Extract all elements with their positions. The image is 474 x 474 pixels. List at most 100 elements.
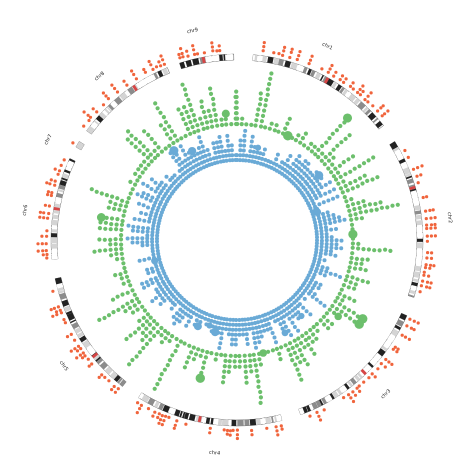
inner-point	[155, 243, 160, 247]
middle-point	[123, 269, 128, 275]
outer-point	[235, 428, 239, 432]
middle-point	[302, 143, 307, 148]
middle-point	[205, 125, 210, 130]
outer-point	[277, 52, 281, 56]
inner-point	[324, 232, 329, 236]
middle-point	[199, 104, 204, 110]
cytoband	[148, 74, 155, 82]
middle-point	[208, 91, 214, 96]
cytoband	[162, 404, 171, 413]
middle-point	[137, 318, 142, 323]
cytoband	[339, 86, 345, 94]
outer-point	[191, 44, 195, 48]
cytoband	[416, 242, 423, 249]
outer-point	[45, 234, 49, 238]
middle-point	[330, 131, 335, 136]
middle-point	[345, 188, 350, 193]
cytoband	[414, 265, 422, 272]
inner-point	[181, 148, 185, 153]
inner-point	[158, 260, 163, 265]
inner-point	[257, 156, 261, 160]
inner-point	[230, 337, 235, 342]
cytoband	[306, 68, 312, 76]
cytoband	[63, 305, 72, 313]
middle-point	[350, 236, 356, 241]
middle-point	[287, 341, 293, 346]
outer-point	[351, 87, 355, 91]
outer-point	[53, 179, 57, 183]
cytoband	[277, 58, 285, 66]
inner-point	[237, 322, 242, 327]
outer-point	[185, 49, 189, 53]
middle-point	[159, 149, 164, 154]
cytoband	[262, 55, 267, 63]
middle-point	[259, 119, 264, 124]
outer-point	[56, 172, 60, 176]
middle-point	[190, 124, 195, 130]
inner-point	[319, 235, 324, 240]
cytoband	[107, 104, 115, 111]
middle-point	[320, 143, 325, 149]
inner-point	[214, 140, 219, 145]
middle-point	[155, 322, 160, 327]
cytoband	[56, 282, 64, 289]
inner-point	[281, 329, 289, 337]
inner-point	[141, 191, 146, 196]
outer-point	[36, 249, 40, 253]
inner-point	[173, 179, 178, 184]
middle-point	[153, 101, 158, 106]
inner-point	[146, 193, 151, 197]
inner-point	[147, 256, 152, 261]
middle-point	[327, 136, 332, 141]
inner-point	[238, 138, 243, 143]
inner-point	[209, 329, 214, 334]
inner-point	[268, 316, 273, 320]
inner-point	[334, 227, 338, 231]
cytoband	[157, 70, 164, 78]
inner-point	[207, 313, 212, 318]
outer-point	[91, 107, 95, 111]
cytoband	[58, 184, 66, 191]
inner-point	[319, 248, 324, 253]
inner-point	[260, 324, 265, 328]
outer-point	[424, 217, 428, 221]
inner-point	[151, 269, 155, 274]
outer-point	[396, 347, 400, 351]
middle-point	[306, 146, 311, 151]
cytoband	[54, 196, 62, 203]
middle-point	[208, 113, 213, 119]
middle-point	[352, 266, 358, 271]
inner-point	[243, 158, 248, 163]
outer-point	[211, 49, 215, 53]
middle-point	[161, 115, 166, 120]
middle-point	[342, 294, 347, 299]
middle-point	[159, 340, 164, 345]
cytoband	[345, 91, 351, 98]
middle-point	[340, 298, 345, 303]
middle-point	[352, 207, 357, 212]
outer-point	[395, 350, 399, 354]
cytoband	[275, 414, 282, 422]
outer-point	[71, 141, 75, 145]
inner-point	[140, 236, 145, 241]
middle-point	[347, 296, 352, 301]
inner-point	[322, 218, 327, 223]
outer-point	[225, 432, 229, 436]
inner-point	[310, 173, 315, 178]
cytoband	[416, 255, 423, 260]
inner-point	[241, 153, 246, 158]
inner-point	[224, 322, 229, 327]
inner-point	[142, 257, 147, 262]
middle-point	[133, 182, 138, 187]
inner-point	[196, 162, 201, 167]
inner-point	[180, 160, 185, 165]
outer-point	[283, 45, 287, 50]
middle-point	[339, 287, 344, 292]
inner-point	[147, 216, 152, 221]
middle-point	[159, 372, 164, 377]
inner-point	[180, 315, 185, 320]
middle-point	[191, 345, 196, 350]
inner-point	[140, 194, 144, 199]
outer-point	[408, 317, 412, 321]
middle-point	[242, 353, 247, 358]
